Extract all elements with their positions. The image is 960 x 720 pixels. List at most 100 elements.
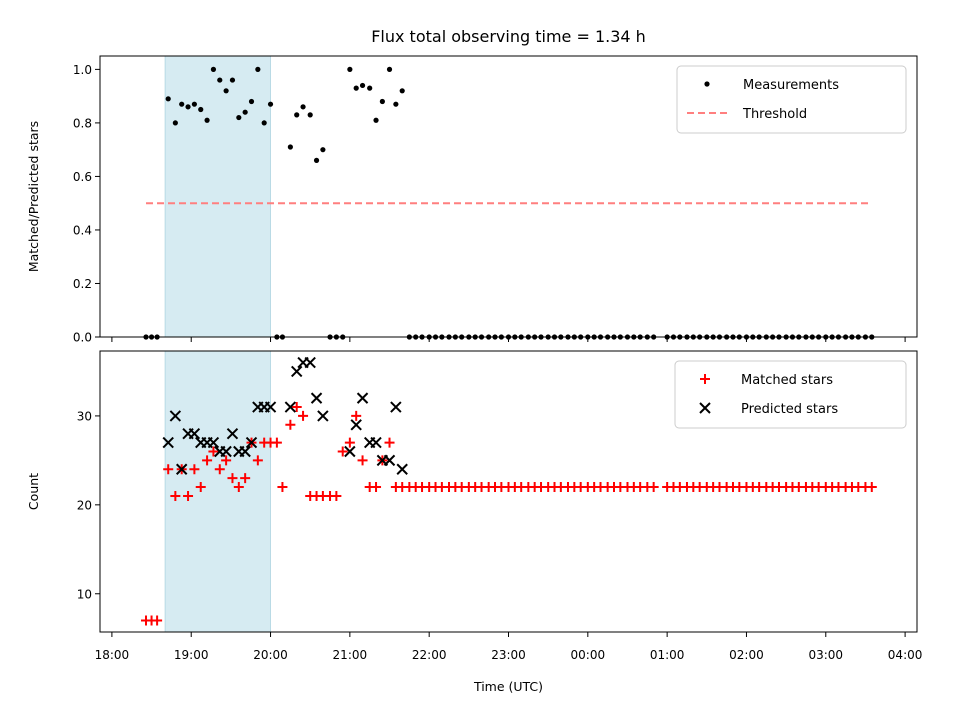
- data-point: [191, 101, 197, 107]
- data-point: [300, 104, 306, 110]
- data-point: [648, 482, 659, 493]
- data-point: [267, 101, 274, 107]
- y-axis-label: Matched/Predicted stars: [26, 121, 41, 272]
- data-point: [188, 427, 201, 440]
- legend-swatch: [704, 81, 710, 87]
- data-point: [304, 356, 316, 369]
- x-tick-label: 20:00: [253, 648, 288, 662]
- data-point: [350, 419, 362, 431]
- data-point: [353, 85, 359, 91]
- data-point: [344, 445, 356, 458]
- data-point: [383, 454, 396, 467]
- data-point: [351, 410, 362, 421]
- data-point: [217, 77, 223, 83]
- data-point: [307, 112, 313, 118]
- data-point: [236, 114, 242, 121]
- data-point: [298, 410, 309, 421]
- data-point: [183, 490, 194, 501]
- data-point: [239, 445, 251, 458]
- data-point: [185, 104, 191, 110]
- data-point: [310, 392, 323, 404]
- x-tick-label: 01:00: [650, 648, 685, 662]
- y-tick-label: 1.0: [73, 63, 92, 77]
- series-predicted-stars: [162, 356, 408, 475]
- data-point: [240, 473, 251, 484]
- data-point: [162, 436, 174, 449]
- chart-title: Flux total observing time = 1.34 h: [371, 27, 646, 46]
- data-point: [165, 96, 171, 102]
- data-point: [227, 473, 238, 484]
- data-point: [226, 427, 239, 440]
- data-point: [866, 482, 877, 493]
- x-tick-label: 02:00: [729, 648, 764, 662]
- top-panel: 0.0 0.2 0.4 0.6 0.8 1.0 Matched/Predicted star…: [26, 27, 918, 345]
- data-point: [379, 98, 385, 105]
- shaded-span: [164, 55, 271, 338]
- data-point: [195, 482, 206, 493]
- x-tick-label: 19:00: [174, 648, 209, 662]
- data-point: [264, 401, 277, 413]
- data-point: [291, 402, 302, 413]
- legend-box: [676, 65, 907, 134]
- legend-swatch: [699, 402, 711, 414]
- x-axis-label: Time (UTC): [473, 679, 543, 694]
- legend: Matched stars Predicted stars: [674, 360, 907, 429]
- y-axis-label: Count: [26, 473, 41, 510]
- legend-label: Measurements: [743, 78, 839, 93]
- data-point: [220, 445, 232, 458]
- data-point: [175, 463, 188, 475]
- data-point: [255, 66, 261, 72]
- data-point: [163, 464, 174, 475]
- data-point: [204, 117, 210, 123]
- data-point: [242, 109, 248, 115]
- legend-label: Matched stars: [741, 373, 833, 388]
- y-tick-label: 0.0: [73, 331, 92, 345]
- data-point: [390, 401, 402, 413]
- x-tick-label: 03:00: [808, 648, 843, 662]
- data-point: [248, 98, 255, 105]
- y-tick-label: 10: [77, 587, 92, 601]
- data-point: [344, 437, 355, 448]
- data-point: [261, 120, 267, 126]
- y-tick-label: 0.2: [73, 277, 92, 291]
- data-point: [229, 77, 236, 83]
- data-point: [179, 101, 185, 107]
- x-tick-label: 23:00: [491, 648, 526, 662]
- data-point: [337, 446, 348, 457]
- data-point: [291, 365, 303, 378]
- data-point: [370, 436, 382, 449]
- bottom-panel: 10 20 30 18:00 19:00 20:00 21:00 22:00 23:00 00:0…: [26, 350, 922, 694]
- data-point: [277, 482, 288, 493]
- data-point: [371, 482, 382, 493]
- data-point: [170, 490, 181, 501]
- data-point: [189, 464, 200, 475]
- data-point: [223, 88, 229, 94]
- data-point: [202, 455, 213, 466]
- data-point: [386, 66, 393, 72]
- legend-box: [674, 360, 907, 429]
- data-point: [169, 410, 182, 422]
- x-tick-label: 22:00: [412, 648, 447, 662]
- x-tick-label: 21:00: [333, 648, 368, 662]
- data-point: [356, 392, 369, 404]
- data-point: [317, 410, 329, 422]
- data-point: [384, 437, 395, 448]
- y-tick-label: 20: [77, 498, 92, 512]
- data-point: [396, 463, 408, 475]
- data-point: [367, 85, 373, 91]
- y-tick-label: 0.4: [73, 223, 92, 237]
- data-point: [357, 455, 368, 466]
- data-point: [172, 120, 178, 126]
- y-tick-label: 0.8: [73, 116, 92, 130]
- data-point: [233, 482, 244, 493]
- data-point: [313, 157, 320, 163]
- legend: Measurements Threshold: [676, 65, 907, 134]
- data-point: [287, 144, 293, 150]
- legend-swatch: [700, 374, 710, 384]
- data-point: [245, 436, 258, 449]
- legend-label: Predicted stars: [741, 402, 838, 417]
- shaded-span: [164, 350, 271, 633]
- data-point: [214, 464, 225, 475]
- data-point: [221, 455, 232, 466]
